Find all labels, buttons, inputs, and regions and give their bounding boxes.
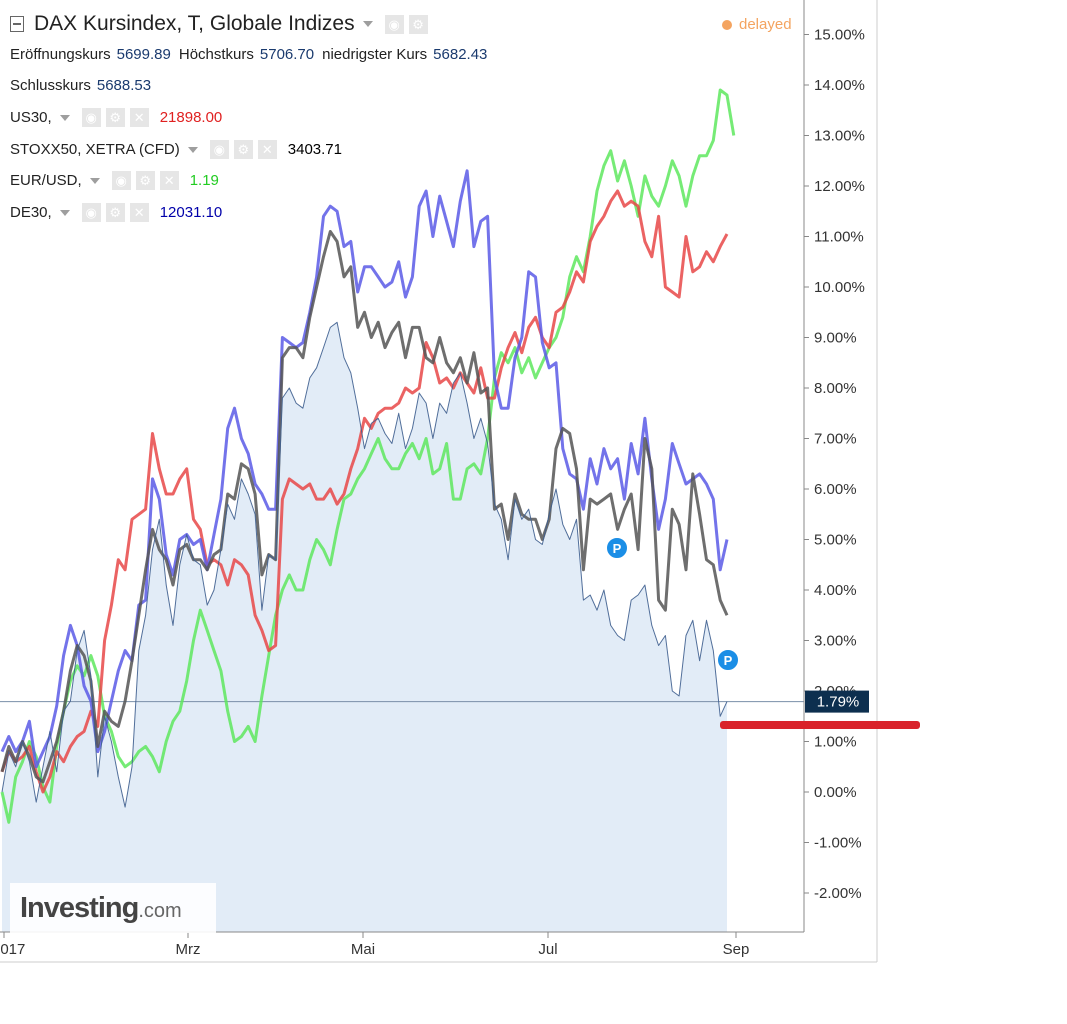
last-value-label-group: 1.79%	[805, 690, 869, 713]
delayed-label: delayed	[739, 16, 792, 33]
status-dot-icon	[722, 19, 732, 30]
logo-brand: Investing	[20, 891, 139, 924]
x-tick-label: Mai	[351, 941, 375, 958]
x-tick-label: Jul	[538, 941, 557, 958]
y-tick-label: -1.00%	[814, 835, 862, 852]
y-tick-label: 4.00%	[814, 582, 857, 599]
dax-area	[2, 322, 727, 932]
y-tick-label: 0.00%	[814, 784, 857, 801]
y-tick-label: 9.00%	[814, 330, 857, 347]
y-tick-label: 14.00%	[814, 77, 865, 94]
dax-series-line	[1, 321, 728, 808]
eurusd-series-line	[0, 88, 736, 824]
x-tick-label: 2017	[0, 941, 25, 958]
brand-logo: Investing .com	[10, 883, 216, 933]
y-tick-label: 3.00%	[814, 633, 857, 650]
stoxx-series-line	[0, 230, 729, 784]
y-tick-label: 1.00%	[814, 734, 857, 751]
logo-domain: .com	[138, 899, 182, 922]
y-tick-label: 12.00%	[814, 178, 865, 195]
badge-icon: P	[605, 536, 629, 560]
highlight-marker-bar	[720, 721, 920, 729]
y-tick-label: 6.00%	[814, 481, 857, 498]
badge-label: P	[724, 653, 733, 668]
x-tick-label: Mrz	[176, 941, 201, 958]
y-tick-label: -2.00%	[814, 885, 862, 902]
x-tick-label: Sep	[723, 941, 750, 958]
y-tick-label: 13.00%	[814, 128, 865, 145]
delayed-status: delayed	[722, 16, 792, 33]
badge-circle	[716, 648, 740, 672]
y-tick-label: 7.00%	[814, 431, 857, 448]
badge-label: P	[613, 541, 622, 556]
y-tick-label: 8.00%	[814, 380, 857, 397]
de30-series-line	[0, 169, 729, 769]
us30-series-line	[0, 189, 729, 794]
y-tick-label: 15.00%	[814, 27, 865, 44]
y-tick-label: 10.00%	[814, 279, 865, 296]
badge-icon: P	[716, 648, 740, 672]
last-value-label: 1.79%	[817, 694, 860, 711]
y-tick-label: 5.00%	[814, 532, 857, 549]
last-value-label-bg	[805, 690, 869, 713]
badge-circle	[605, 536, 629, 560]
y-tick-label: 11.00%	[814, 229, 864, 246]
